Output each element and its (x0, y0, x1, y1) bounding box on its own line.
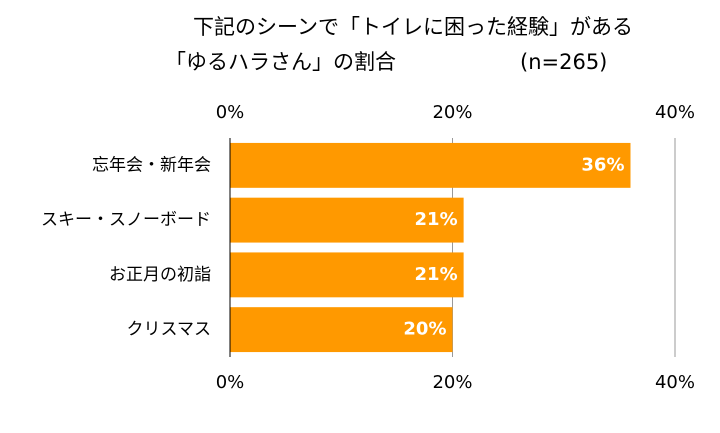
x-tick-label: 20% (432, 372, 472, 393)
y-tick-label: スキー・スノーボード (41, 210, 211, 230)
bar (230, 197, 464, 243)
chart-title: 「ゆるハラさん」の割合 (165, 50, 396, 74)
x-tick-label: 40% (655, 372, 695, 393)
value-label: 21% (415, 264, 458, 285)
bar (230, 252, 464, 298)
x-tick-label: 0% (216, 372, 245, 393)
x-tick-label: 20% (432, 102, 472, 123)
y-tick-label: 忘年会・新年会 (92, 155, 211, 175)
sample-note: (n=265) (520, 50, 607, 74)
bar (230, 142, 631, 188)
x-tick-label: 40% (655, 102, 695, 123)
chart-title: 下記のシーンで「トイレに困った経験」がある (193, 15, 633, 39)
x-tick-label: 0% (216, 102, 245, 123)
value-label: 21% (415, 209, 458, 230)
y-tick-label: クリスマス (127, 320, 212, 340)
value-label: 36% (581, 154, 624, 175)
bar (230, 307, 453, 353)
value-label: 20% (403, 319, 446, 340)
y-tick-label: お正月の初詣 (109, 265, 211, 285)
